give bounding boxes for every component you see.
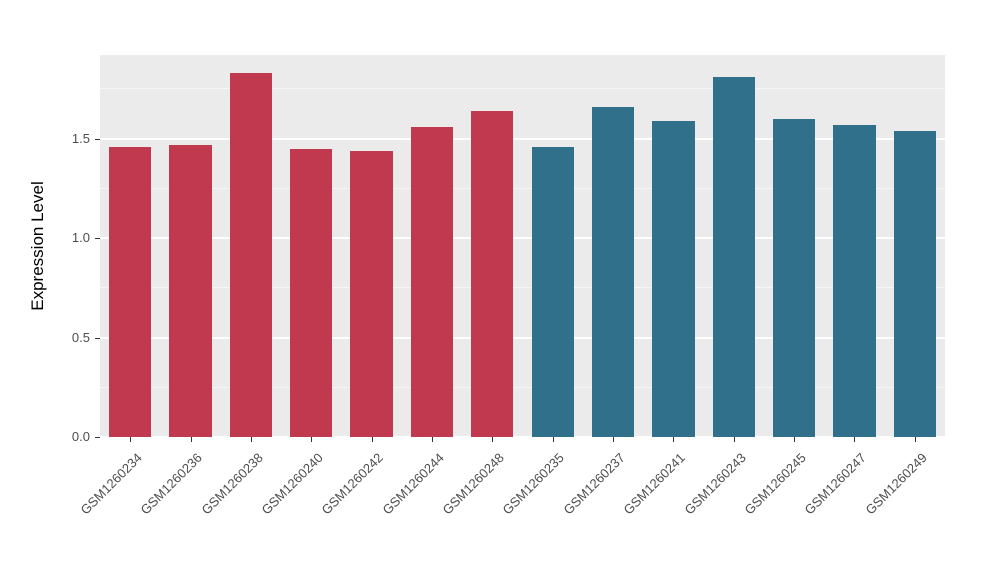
gridline-minor	[100, 187, 945, 189]
x-tick-mark	[130, 437, 132, 442]
x-tick-label: GSM1260242	[318, 450, 387, 518]
x-tick-mark	[613, 437, 615, 442]
bar-GSM1260236	[169, 144, 212, 437]
x-tick-label: GSM1260240	[258, 450, 326, 518]
x-tick-mark	[250, 437, 252, 442]
y-axis-title: Expression Level	[28, 181, 47, 311]
x-tick-mark	[794, 437, 796, 442]
x-tick-mark	[673, 437, 675, 442]
x-tick-mark	[854, 437, 856, 442]
plot-panel	[100, 55, 945, 438]
y-tick-label: 0.0	[71, 429, 90, 444]
x-tick-label: GSM1260247	[801, 450, 870, 518]
x-tick-label: GSM1260236	[137, 450, 206, 518]
gridline-major	[100, 237, 945, 240]
x-tick-mark	[733, 437, 735, 442]
x-tick-mark	[311, 437, 313, 442]
x-tick-label: GSM1260243	[681, 450, 749, 518]
x-tick-label: GSM1260248	[439, 450, 507, 518]
bar-GSM1260237	[591, 106, 635, 437]
x-tick-label: GSM1260241	[620, 450, 688, 518]
bar-GSM1260235	[531, 146, 574, 437]
bar-GSM1260242	[350, 150, 393, 437]
y-tick-mark	[95, 138, 100, 140]
y-tick-mark	[95, 238, 100, 240]
x-tick-label: GSM1260238	[198, 450, 266, 518]
gridline-minor	[100, 386, 945, 388]
y-tick-label: 0.5	[71, 329, 90, 345]
bar-GSM1260238	[229, 72, 273, 437]
gridline-major	[100, 137, 945, 140]
x-tick-mark	[431, 437, 433, 442]
x-tick-mark	[190, 437, 192, 442]
x-tick-label: GSM1260249	[862, 450, 930, 518]
bar-GSM1260234	[109, 146, 152, 437]
x-tick-label: GSM1260234	[77, 450, 145, 518]
bar-GSM1260247	[833, 124, 876, 437]
y-tick-label: 1.5	[71, 130, 90, 146]
x-tick-label: GSM1260237	[560, 450, 628, 518]
y-tick-mark	[95, 337, 100, 339]
bar-GSM1260243	[712, 76, 755, 437]
y-tick-label: 1.0	[71, 230, 90, 246]
x-tick-mark	[492, 437, 494, 442]
x-tick-mark	[914, 437, 916, 442]
gridline-minor	[100, 287, 945, 289]
bar-GSM1260240	[290, 148, 333, 437]
y-tick-mark	[95, 437, 100, 438]
x-tick-label: GSM1260244	[379, 450, 447, 518]
bar-GSM1260241	[652, 120, 695, 437]
x-tick-mark	[371, 437, 373, 442]
x-tick-label: GSM1260235	[499, 450, 568, 518]
gridline-minor	[100, 88, 945, 90]
x-tick-label: GSM1260245	[741, 450, 809, 518]
x-tick-mark	[552, 437, 554, 442]
bar-GSM1260244	[410, 126, 454, 437]
gridline-major	[100, 436, 945, 438]
bar-GSM1260245	[772, 118, 816, 437]
bar-GSM1260248	[471, 110, 514, 437]
bar-GSM1260249	[893, 130, 936, 437]
gridline-major	[100, 336, 945, 339]
